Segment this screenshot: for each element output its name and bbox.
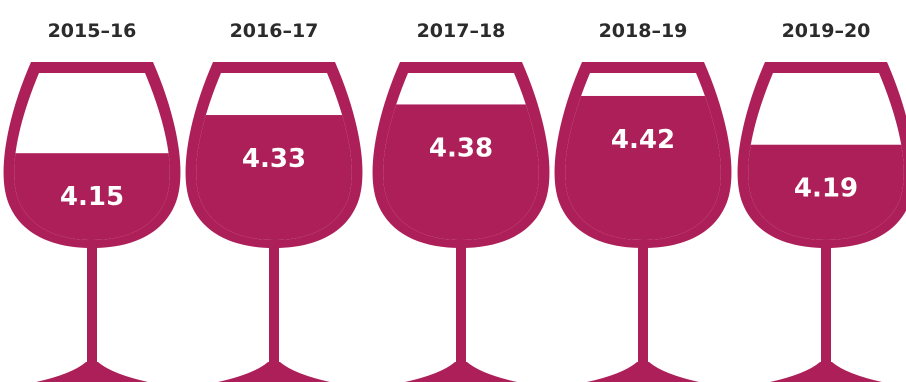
wine-fill bbox=[383, 104, 539, 240]
wine-fill bbox=[565, 95, 721, 240]
wine-glass-icon bbox=[554, 62, 732, 382]
wine-fill bbox=[196, 115, 352, 240]
year-label: 2017–18 bbox=[417, 20, 506, 42]
value-label: 4.33 bbox=[242, 144, 306, 174]
year-label: 2018–19 bbox=[599, 20, 688, 42]
glass-stem bbox=[456, 244, 466, 374]
wine-glass-2015–16: 2015–16 4.15 bbox=[3, 20, 181, 382]
glass-stem bbox=[821, 244, 831, 374]
year-label: 2016–17 bbox=[230, 20, 319, 42]
wine-glass-2018–19: 2018–19 4.42 bbox=[554, 20, 732, 382]
glass-stem bbox=[269, 244, 279, 374]
year-label: 2019–20 bbox=[782, 20, 871, 42]
value-label: 4.19 bbox=[794, 174, 858, 204]
glass-foot bbox=[587, 362, 699, 382]
wine-glass-2017–18: 2017–18 4.38 bbox=[372, 20, 550, 382]
wine-glass-2016–17: 2016–17 4.33 bbox=[185, 20, 363, 382]
wine-glass-2019–20: 2019–20 4.19 bbox=[737, 20, 906, 382]
glass-foot bbox=[770, 362, 882, 382]
year-label: 2015–16 bbox=[48, 20, 137, 42]
wine-glass-icon bbox=[3, 62, 181, 382]
wine-fill bbox=[748, 144, 904, 240]
value-label: 4.42 bbox=[611, 125, 675, 155]
wine-glass-icon bbox=[372, 62, 550, 382]
glass-stem bbox=[87, 244, 97, 374]
value-label: 4.38 bbox=[429, 133, 493, 163]
value-label: 4.15 bbox=[60, 182, 124, 212]
glass-foot bbox=[405, 362, 517, 382]
glass-stem bbox=[638, 244, 648, 374]
wine-glass-icon bbox=[185, 62, 363, 382]
wine-glass-icon bbox=[737, 62, 906, 382]
glass-foot bbox=[218, 362, 330, 382]
glasses-group: 2015–16 4.15 2016–17 4.33 2017–18 4.38 2018–19… bbox=[3, 20, 906, 382]
glass-foot bbox=[36, 362, 148, 382]
wine-fill bbox=[14, 153, 170, 240]
